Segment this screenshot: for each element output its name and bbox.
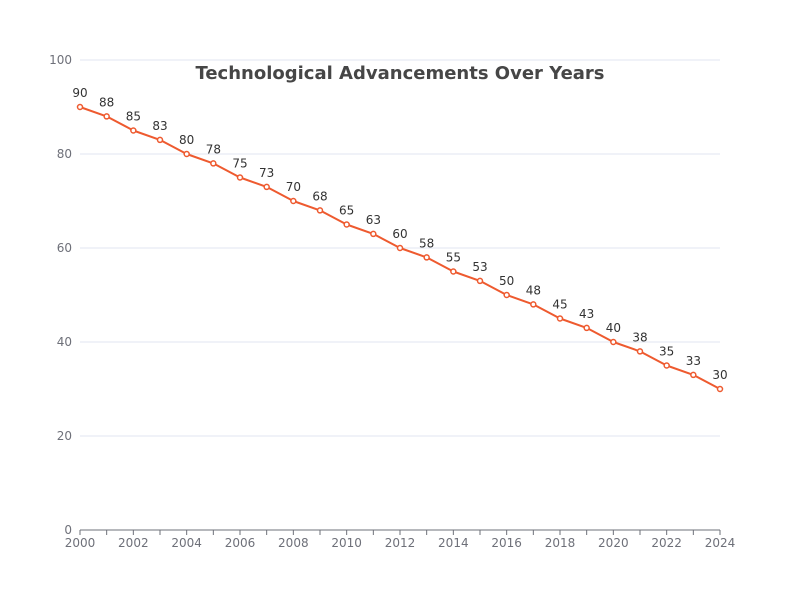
data-label: 50 bbox=[499, 274, 514, 288]
data-point[interactable] bbox=[583, 324, 590, 332]
data-point[interactable] bbox=[716, 385, 724, 393]
data-label: 48 bbox=[526, 283, 541, 297]
x-tick-label: 2000 bbox=[65, 536, 96, 550]
data-point[interactable] bbox=[450, 268, 457, 275]
x-tick-label: 2022 bbox=[651, 536, 682, 550]
data-point[interactable] bbox=[663, 362, 670, 369]
data-label: 83 bbox=[152, 119, 167, 133]
data-label: 88 bbox=[99, 95, 114, 109]
x-tick-label: 2018 bbox=[545, 536, 576, 550]
x-tick-label: 2004 bbox=[171, 536, 202, 550]
data-point[interactable] bbox=[636, 348, 644, 355]
x-tick-label: 2014 bbox=[438, 536, 469, 550]
data-label: 30 bbox=[712, 368, 727, 382]
data-point[interactable] bbox=[263, 183, 270, 191]
x-tick-label: 2012 bbox=[385, 536, 416, 550]
data-point[interactable] bbox=[183, 150, 190, 158]
data-point[interactable] bbox=[503, 291, 510, 299]
y-tick-label: 100 bbox=[49, 53, 72, 67]
series-layer bbox=[76, 103, 724, 393]
data-label: 73 bbox=[259, 166, 274, 180]
data-point[interactable] bbox=[130, 127, 137, 134]
data-point[interactable] bbox=[423, 254, 430, 261]
x-tick-label: 2024 bbox=[705, 536, 736, 550]
data-label: 78 bbox=[206, 142, 221, 156]
axes: 0 20 40 60 80 100 2000 2002 2004 2006 2008 2010 2012… bbox=[49, 53, 735, 550]
data-labels: 90 88 85 83 80 78 75 73 70 68 65 63 60 58 55 53 50 48 45 43… bbox=[72, 86, 727, 382]
data-point[interactable] bbox=[156, 136, 164, 144]
data-point[interactable] bbox=[370, 230, 377, 238]
y-tick-label: 0 bbox=[64, 523, 72, 537]
data-point[interactable] bbox=[396, 244, 404, 252]
data-point[interactable] bbox=[476, 277, 484, 285]
x-tick-label: 2008 bbox=[278, 536, 309, 550]
data-point[interactable] bbox=[343, 221, 350, 228]
data-label: 35 bbox=[659, 345, 674, 359]
data-label: 90 bbox=[72, 86, 87, 100]
data-point[interactable] bbox=[290, 197, 297, 205]
x-tick-label: 2006 bbox=[225, 536, 256, 550]
data-point[interactable] bbox=[690, 371, 697, 379]
data-label: 85 bbox=[126, 110, 141, 124]
data-point[interactable] bbox=[316, 207, 324, 214]
data-label: 65 bbox=[339, 204, 354, 218]
data-label: 33 bbox=[686, 354, 701, 368]
y-tick-label: 60 bbox=[57, 241, 72, 255]
data-label: 60 bbox=[392, 227, 407, 241]
data-point[interactable] bbox=[103, 113, 110, 120]
data-point[interactable] bbox=[530, 301, 537, 308]
data-point[interactable] bbox=[76, 103, 84, 111]
x-tick-label: 2002 bbox=[118, 536, 149, 550]
y-tick-label: 20 bbox=[57, 429, 72, 443]
data-point[interactable] bbox=[210, 160, 217, 167]
data-label: 43 bbox=[579, 307, 594, 321]
data-label: 80 bbox=[179, 133, 194, 147]
x-tick-label: 2016 bbox=[491, 536, 522, 550]
data-label: 68 bbox=[312, 189, 327, 203]
data-label: 40 bbox=[606, 321, 621, 335]
data-label: 75 bbox=[232, 157, 247, 171]
data-label: 55 bbox=[446, 251, 461, 265]
data-label: 53 bbox=[472, 260, 487, 274]
y-tick-label: 40 bbox=[57, 335, 72, 349]
data-label: 63 bbox=[366, 213, 381, 227]
x-tick-label: 2010 bbox=[331, 536, 362, 550]
x-tick-label: 2020 bbox=[598, 536, 629, 550]
data-point[interactable] bbox=[556, 315, 564, 322]
chart-title: Technological Advancements Over Years bbox=[195, 63, 604, 84]
data-label: 45 bbox=[552, 298, 567, 312]
y-tick-label: 80 bbox=[57, 147, 72, 161]
data-label: 58 bbox=[419, 236, 434, 250]
data-label: 38 bbox=[632, 330, 647, 344]
data-point[interactable] bbox=[610, 338, 617, 346]
data-point[interactable] bbox=[236, 174, 244, 181]
data-label: 70 bbox=[286, 180, 301, 194]
